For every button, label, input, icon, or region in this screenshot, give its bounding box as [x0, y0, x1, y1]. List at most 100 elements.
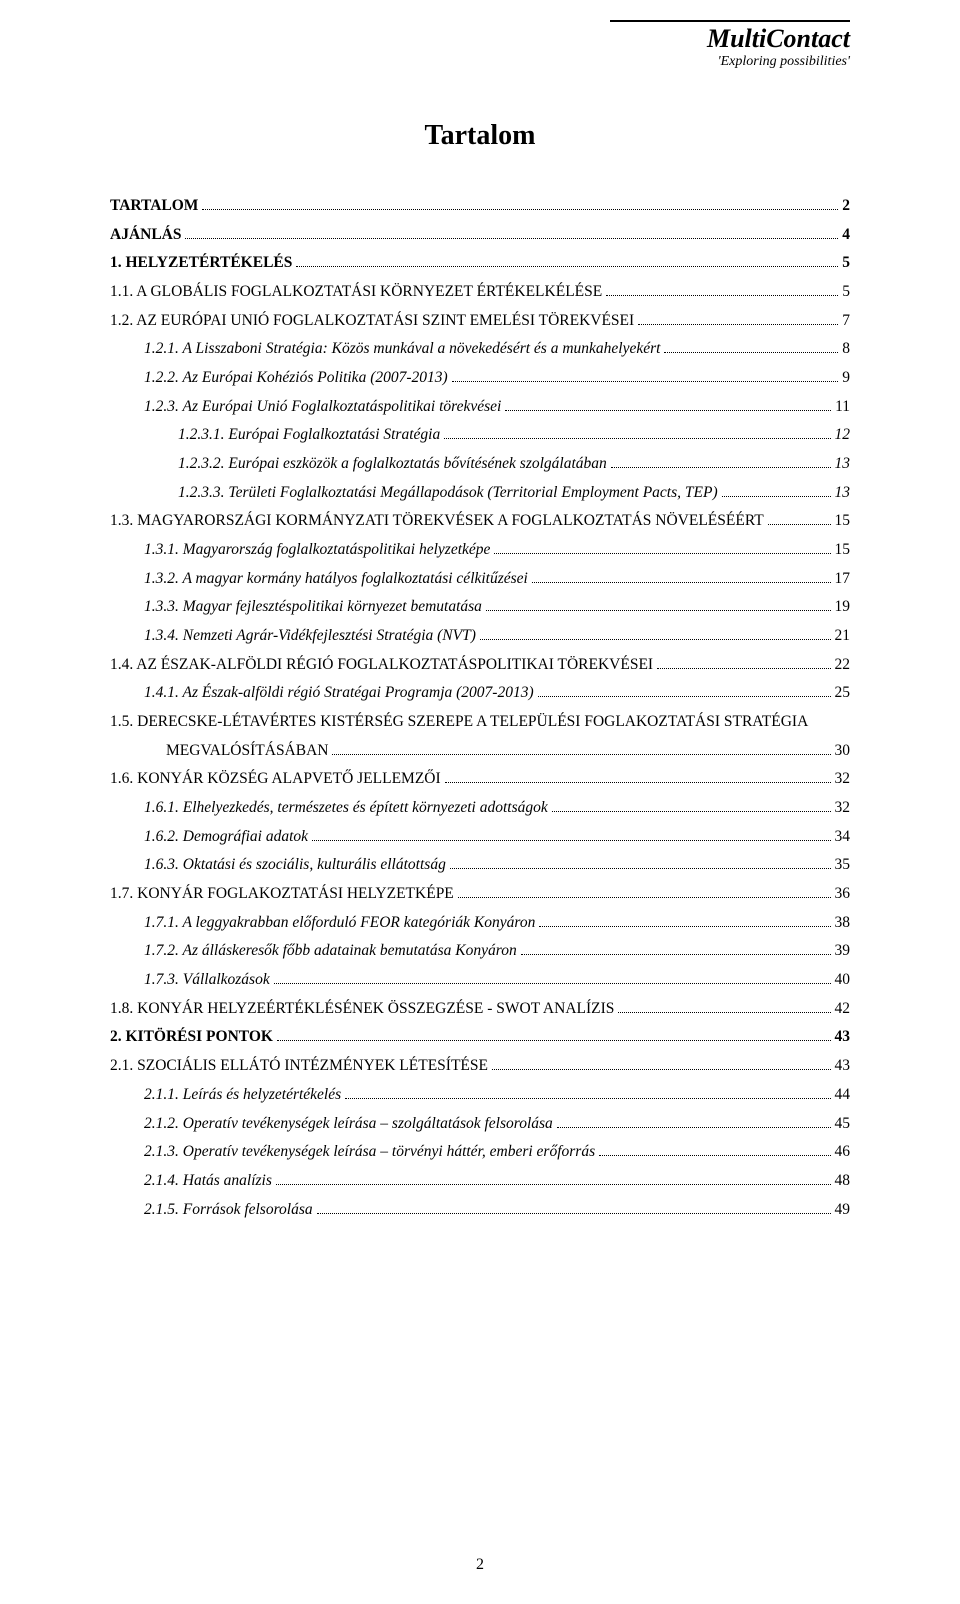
toc-entry: 2. KITÖRÉSI PONTOK43	[110, 1023, 850, 1052]
toc-entry-page: 7	[842, 307, 850, 336]
toc-entry: 2.1. SZOCIÁLIS ELLÁTÓ INTÉZMÉNYEK LÉTESÍ…	[110, 1052, 850, 1081]
toc-leader-dots	[452, 381, 839, 382]
toc-entry-page: 32	[835, 794, 851, 823]
toc-entry-page: 44	[835, 1081, 851, 1110]
toc-entry-page: 30	[835, 737, 851, 766]
toc-entry: 2.1.4. Hatás analízis48	[110, 1167, 850, 1196]
toc-entry-label: 1.4.1. Az Észak-alföldi régió Stratégai …	[144, 679, 534, 708]
toc-leader-dots	[638, 324, 838, 325]
toc-entry-label: 1.3.1. Magyarország foglalkoztatáspoliti…	[144, 536, 490, 565]
toc-leader-dots	[532, 582, 831, 583]
toc-entry-label-cont: MEGVALÓSÍTÁSÁBAN	[166, 737, 328, 766]
toc-leader-dots	[538, 696, 831, 697]
toc-entry: 1.2.3.1. Európai Foglalkoztatási Stratég…	[110, 421, 850, 450]
toc-entry-page: 25	[835, 679, 851, 708]
toc-leader-dots	[332, 754, 830, 755]
toc-leader-dots	[458, 897, 831, 898]
toc-entry-page: 35	[835, 851, 851, 880]
toc-entry: 1.3. MAGYARORSZÁGI KORMÁNYZATI TÖREKVÉSE…	[110, 507, 850, 536]
toc-entry: 2.1.3. Operatív tevékenységek leírása – …	[110, 1138, 850, 1167]
toc-entry: 1.7.1. A leggyakrabban előforduló FEOR k…	[110, 909, 850, 938]
toc-leader-dots	[486, 610, 831, 611]
toc-entry-label: 1.7. KONYÁR FOGLAKOZTATÁSI HELYZETKÉPE	[110, 880, 454, 909]
toc-leader-dots	[557, 1127, 831, 1128]
toc-entry-label: AJÁNLÁS	[110, 221, 181, 250]
toc-entry: 1.2.3.3. Területi Foglalkoztatási Megáll…	[110, 479, 850, 508]
toc-entry-label: 1.2.3.2. Európai eszközök a foglalkoztat…	[178, 450, 607, 479]
toc-entry: 1.1. A GLOBÁLIS FOGLALKOZTATÁSI KÖRNYEZE…	[110, 278, 850, 307]
toc-leader-dots	[768, 524, 831, 525]
toc-entry-label: 1.2.3. Az Európai Unió Foglalkoztatáspol…	[144, 393, 501, 422]
toc-entry: 1.6.1. Elhelyezkedés, természetes és épí…	[110, 794, 850, 823]
toc-entry: 1.2.3. Az Európai Unió Foglalkoztatáspol…	[110, 393, 850, 422]
toc-entry: 1.6.2. Demográfiai adatok34	[110, 823, 850, 852]
brand-name: MultiContact	[610, 24, 850, 54]
toc-entry-page: 36	[835, 880, 851, 909]
toc-entry: 1.4. AZ ÉSZAK-ALFÖLDI RÉGIÓ FOGLALKOZTAT…	[110, 651, 850, 680]
toc-leader-dots	[611, 467, 831, 468]
toc-entry-page: 2	[842, 192, 850, 221]
toc-leader-dots	[552, 811, 831, 812]
toc-leader-dots	[317, 1213, 831, 1214]
toc-entry-label: 2.1. SZOCIÁLIS ELLÁTÓ INTÉZMÉNYEK LÉTESÍ…	[110, 1052, 488, 1081]
toc-entry-label: 1.8. KONYÁR HELYZEÉRTÉKLÉSÉNEK ÖSSZEGZÉS…	[110, 995, 614, 1024]
toc-entry-page: 5	[842, 249, 850, 278]
toc-leader-dots	[664, 352, 838, 353]
toc-entry: 2.1.2. Operatív tevékenységek leírása – …	[110, 1110, 850, 1139]
toc-entry-page: 13	[835, 450, 851, 479]
header-rule	[610, 20, 850, 22]
toc-leader-dots	[599, 1155, 830, 1156]
toc-entry-page: 15	[835, 536, 851, 565]
toc-leader-dots	[276, 1184, 831, 1185]
toc-entry: 1.7. KONYÁR FOGLAKOZTATÁSI HELYZETKÉPE 36	[110, 880, 850, 909]
toc-leader-dots	[296, 266, 838, 267]
toc-entry-label: 2.1.1. Leírás és helyzetértékelés	[144, 1081, 341, 1110]
toc-entry-label: 1.7.1. A leggyakrabban előforduló FEOR k…	[144, 909, 535, 938]
toc-leader-dots	[450, 868, 831, 869]
toc-entry-label: 1.3.3. Magyar fejlesztéspolitikai környe…	[144, 593, 482, 622]
toc-entry-page: 32	[835, 765, 851, 794]
toc-content: Tartalom TARTALOM2AJÁNLÁS41. HELYZETÉRTÉ…	[110, 120, 850, 1224]
toc-entry-label: 1.6.3. Oktatási és szociális, kulturális…	[144, 851, 446, 880]
toc-entry-label: 1.2.3.1. Európai Foglalkoztatási Stratég…	[178, 421, 440, 450]
toc-entry: 1.3.1. Magyarország foglalkoztatáspoliti…	[110, 536, 850, 565]
toc-entry-page: 21	[835, 622, 851, 651]
toc-entry-label: 1.2.1. A Lisszaboni Stratégia: Közös mun…	[144, 335, 660, 364]
toc-entry-page: 42	[835, 995, 851, 1024]
toc-entry: TARTALOM 2	[110, 192, 850, 221]
toc-leader-dots	[444, 438, 830, 439]
toc-entry-page: 43	[835, 1052, 851, 1081]
toc-entry: 1.4.1. Az Észak-alföldi régió Stratégai …	[110, 679, 850, 708]
toc-entry: 1.6. KONYÁR KÖZSÉG ALAPVETŐ JELLEMZŐI32	[110, 765, 850, 794]
toc-entry-page: 38	[835, 909, 851, 938]
toc-entry-label: 2. KITÖRÉSI PONTOK	[110, 1023, 273, 1052]
toc-entry-label: 1.2. AZ EURÓPAI UNIÓ FOGLALKOZTATÁSI SZI…	[110, 307, 634, 336]
toc-leader-dots	[722, 496, 831, 497]
toc-entry-label: 1.4. AZ ÉSZAK-ALFÖLDI RÉGIÓ FOGLALKOZTAT…	[110, 651, 653, 680]
toc-leader-dots	[505, 410, 831, 411]
toc-entry-page: 19	[835, 593, 851, 622]
toc-entry: 1.3.2. A magyar kormány hatályos foglalk…	[110, 565, 850, 594]
toc-entry-page: 39	[835, 937, 851, 966]
toc-entry-label: 1.2.2. Az Európai Kohéziós Politika (200…	[144, 364, 448, 393]
toc-leader-dots	[185, 238, 838, 239]
toc-entry-page: 11	[835, 393, 850, 422]
toc-entry: 1.3.4. Nemzeti Agrár-Vidékfejlesztési St…	[110, 622, 850, 651]
toc-entry-page: 22	[835, 651, 851, 680]
toc-leader-dots	[618, 1012, 830, 1013]
toc-entry: 1.3.3. Magyar fejlesztéspolitikai környe…	[110, 593, 850, 622]
toc-entry: 1.8. KONYÁR HELYZEÉRTÉKLÉSÉNEK ÖSSZEGZÉS…	[110, 995, 850, 1024]
toc-entry-page: 4	[842, 221, 850, 250]
toc-entry-label: 1.3. MAGYARORSZÁGI KORMÁNYZATI TÖREKVÉSE…	[110, 507, 764, 536]
toc-list: TARTALOM2AJÁNLÁS41. HELYZETÉRTÉKELÉS51.1…	[110, 192, 850, 1224]
toc-entry: 1.6.3. Oktatási és szociális, kulturális…	[110, 851, 850, 880]
toc-entry-label: TARTALOM	[110, 192, 198, 221]
toc-entry: 1.5. DERECSKE-LÉTAVÉRTES KISTÉRSÉG SZERE…	[110, 708, 850, 737]
toc-entry-label: 2.1.4. Hatás analízis	[144, 1167, 272, 1196]
toc-entry-label: 1.7.2. Az álláskeresők főbb adatainak be…	[144, 937, 517, 966]
toc-leader-dots	[606, 295, 838, 296]
brand-tagline: 'Exploring possibilities'	[610, 54, 850, 70]
toc-entry-label: 1.1. A GLOBÁLIS FOGLALKOZTATÁSI KÖRNYEZE…	[110, 278, 602, 307]
toc-entry: 2.1.1. Leírás és helyzetértékelés 44	[110, 1081, 850, 1110]
toc-leader-dots	[657, 668, 830, 669]
